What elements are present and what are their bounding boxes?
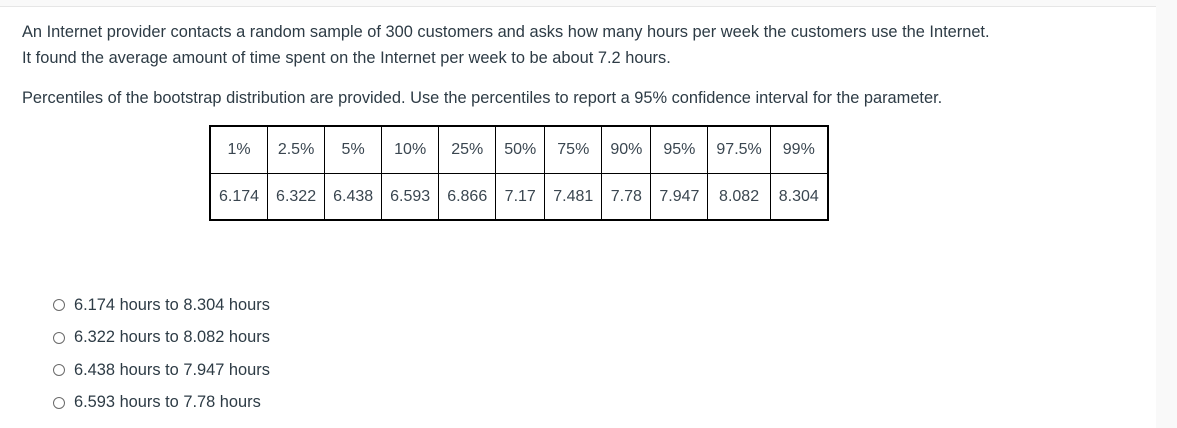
- percentile-header: 25%: [438, 125, 497, 174]
- instruction-text: Percentiles of the bootstrap distributio…: [22, 89, 943, 107]
- radio-button-icon[interactable]: [53, 396, 65, 409]
- percentile-value: 8.304: [769, 173, 829, 221]
- percentile-header: 2.5%: [267, 125, 326, 174]
- question-line-2: It found the average amount of time spen…: [22, 49, 671, 67]
- question-panel: An Internet provider contacts a random s…: [0, 6, 1156, 428]
- answer-options: 6.174 hours to 8.304 hours 6.322 hours t…: [53, 289, 270, 419]
- answer-option-1[interactable]: 6.174 hours to 8.304 hours: [53, 289, 270, 322]
- percentile-value: 7.78: [601, 173, 652, 221]
- percentile-header: 99%: [769, 125, 829, 174]
- percentile-value: 7.17: [495, 173, 546, 221]
- radio-button-icon[interactable]: [53, 299, 65, 312]
- percentile-value: 6.322: [267, 173, 326, 221]
- percentile-header: 5%: [324, 125, 383, 174]
- percentile-value: 8.082: [707, 173, 771, 221]
- radio-button-icon[interactable]: [53, 364, 65, 377]
- percentile-header: 97.5%: [707, 125, 771, 174]
- answer-option-label[interactable]: 6.322 hours to 8.082 hours: [74, 328, 270, 347]
- answer-option-label[interactable]: 6.593 hours to 7.78 hours: [74, 393, 261, 412]
- percentile-header: 50%: [495, 125, 546, 174]
- question-text: An Internet provider contacts a random s…: [22, 19, 990, 71]
- percentile-value: 6.593: [381, 173, 440, 221]
- answer-option-label[interactable]: 6.438 hours to 7.947 hours: [74, 360, 270, 379]
- percentile-value: 6.438: [324, 173, 383, 221]
- answer-option-4[interactable]: 6.593 hours to 7.78 hours: [53, 387, 270, 420]
- percentile-value: 6.866: [438, 173, 497, 221]
- percentile-header-row: 1% 2.5% 5% 10% 25% 50% 75% 90% 95% 97.5%…: [209, 125, 829, 174]
- percentile-value: 7.947: [650, 173, 709, 221]
- percentile-header: 10%: [381, 125, 440, 174]
- question-line-1: An Internet provider contacts a random s…: [22, 23, 990, 41]
- percentile-table: 1% 2.5% 5% 10% 25% 50% 75% 90% 95% 97.5%…: [209, 125, 829, 221]
- percentile-header: 95%: [650, 125, 709, 174]
- percentile-value: 6.174: [209, 173, 269, 221]
- answer-option-2[interactable]: 6.322 hours to 8.082 hours: [53, 322, 270, 355]
- answer-option-label[interactable]: 6.174 hours to 8.304 hours: [74, 295, 270, 314]
- percentile-header: 90%: [601, 125, 652, 174]
- radio-button-icon[interactable]: [53, 331, 65, 344]
- percentile-value: 7.481: [544, 173, 603, 221]
- percentile-header: 75%: [544, 125, 603, 174]
- answer-option-3[interactable]: 6.438 hours to 7.947 hours: [53, 354, 270, 387]
- percentile-value-row: 6.174 6.322 6.438 6.593 6.866 7.17 7.481…: [209, 173, 829, 221]
- percentile-header: 1%: [209, 125, 269, 174]
